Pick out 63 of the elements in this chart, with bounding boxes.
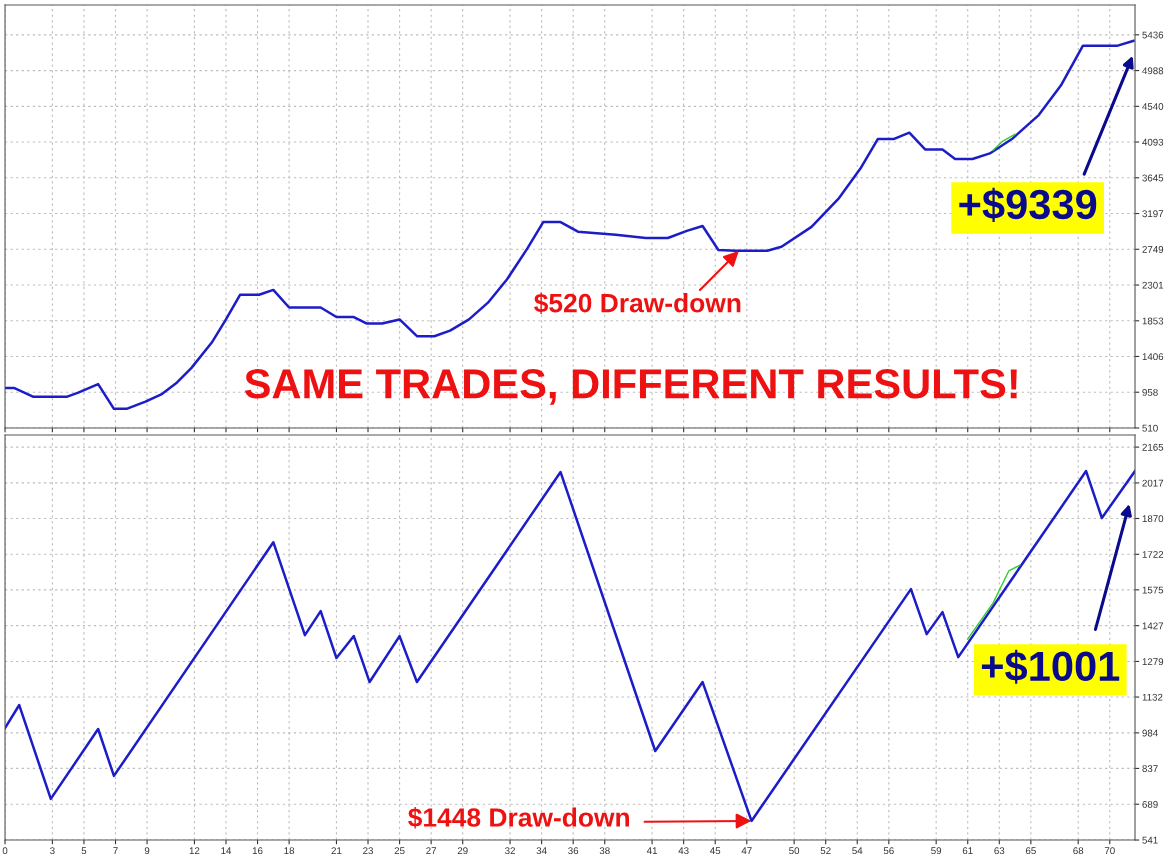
line-series: [967, 564, 1021, 640]
y-tick-label: 837: [1142, 765, 1158, 773]
y-tick-label: 689: [1142, 800, 1158, 808]
x-tick-label: 3: [50, 847, 55, 855]
y-tick-label: 1406: [1142, 353, 1164, 361]
y-tick-label: 541: [1142, 836, 1158, 844]
y-tick-label: 1132: [1142, 693, 1163, 701]
y-tick-label: 4988: [1142, 67, 1164, 75]
x-tick-label: 0: [2, 847, 8, 855]
x-tick-label: 25: [394, 847, 405, 855]
x-tick-label: 47: [741, 847, 752, 855]
x-tick-label: 36: [568, 847, 579, 855]
y-tick-label: 1575: [1142, 586, 1164, 594]
x-tick-label: 18: [284, 847, 295, 855]
x-tick-label: 5: [81, 847, 87, 855]
x-tick-label: 38: [599, 847, 610, 855]
annotation: +$1001: [981, 649, 1120, 684]
annotation: +$9339: [959, 187, 1097, 222]
y-tick-label: 510: [1142, 424, 1158, 432]
x-tick-label: 27: [426, 847, 437, 855]
y-tick-label: 1853: [1142, 317, 1164, 325]
x-tick-label: 54: [852, 847, 863, 855]
y-tick-label: 2165: [1142, 443, 1164, 451]
y-tick-label: 1427: [1142, 622, 1164, 630]
x-tick-label: 65: [1025, 847, 1036, 855]
x-tick-label: 23: [363, 847, 373, 855]
x-tick-label: 52: [820, 847, 831, 855]
y-tick-label: 958: [1142, 388, 1158, 396]
x-tick-label: 34: [536, 847, 547, 855]
x-tick-label: 41: [646, 847, 658, 855]
y-tick-label: 984: [1142, 729, 1158, 737]
y-tick-label: 5436: [1142, 31, 1164, 39]
y-tick-label: 1279: [1142, 658, 1164, 666]
x-tick-label: 7: [113, 847, 118, 855]
x-tick-label: 9: [144, 847, 150, 855]
line-series: [5, 39, 1135, 411]
x-tick-label: 59: [931, 847, 942, 855]
x-tick-label: 12: [189, 847, 200, 855]
x-tick-label: 43: [678, 847, 689, 855]
y-tick-label: 4540: [1142, 103, 1164, 110]
x-tick-label: 68: [1073, 847, 1084, 855]
y-tick-label: 2749: [1142, 246, 1164, 253]
x-tick-label: 45: [710, 847, 721, 855]
y-tick-label: 3197: [1142, 210, 1164, 218]
x-tick-label: 70: [1104, 847, 1115, 855]
y-tick-label: 3645: [1142, 174, 1164, 182]
y-tick-label: 1722: [1142, 551, 1164, 558]
annotation: $520 Draw-down: [534, 292, 741, 315]
y-tick-label: 2017: [1142, 479, 1164, 487]
x-tick-label: 29: [457, 847, 468, 855]
y-tick-label: 4093: [1142, 138, 1164, 146]
x-tick-label: 16: [252, 847, 263, 855]
x-tick-label: 14: [221, 847, 232, 855]
x-tick-label: 21: [331, 847, 342, 855]
x-tick-label: 50: [789, 847, 800, 855]
annotation: SAME TRADES, DIFFERENT RESULTS!: [244, 369, 1017, 405]
y-tick-label: 1870: [1142, 515, 1164, 523]
annotation: $1448 Draw-down: [408, 807, 629, 829]
x-tick-label: 56: [883, 847, 894, 855]
x-tick-label: 61: [962, 847, 973, 855]
y-tick-label: 2301: [1142, 281, 1164, 289]
x-tick-label: 63: [994, 847, 1005, 855]
x-tick-label: 32: [505, 847, 515, 855]
